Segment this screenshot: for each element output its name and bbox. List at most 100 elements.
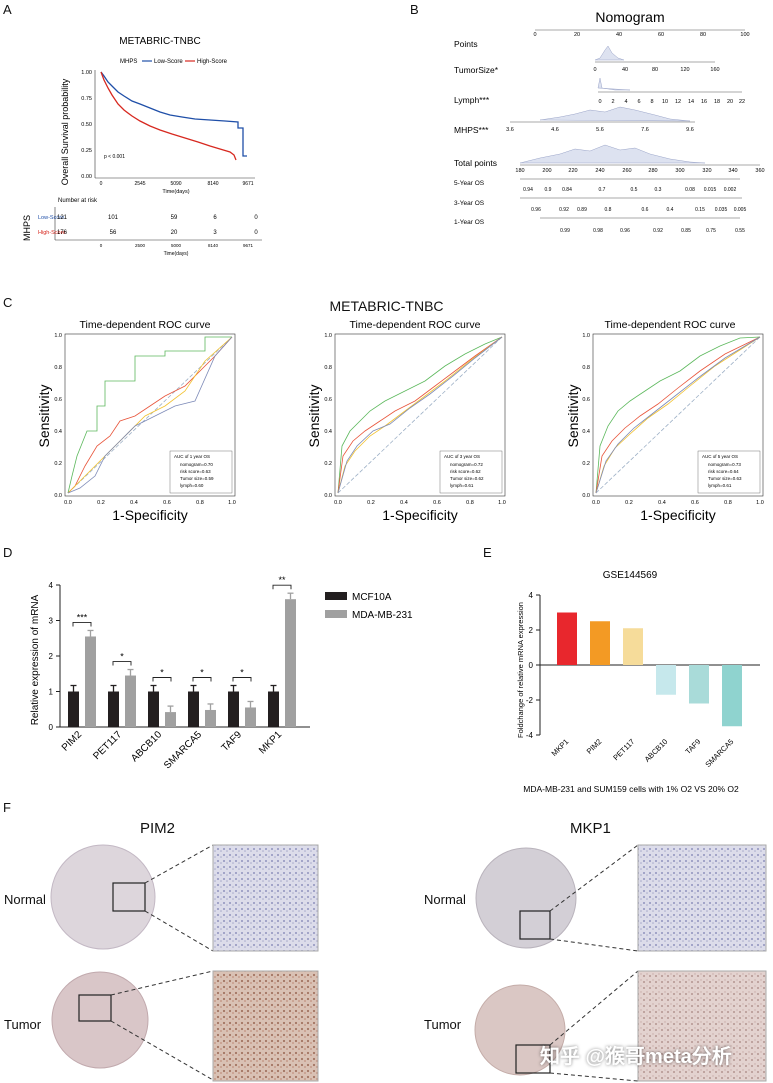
pim2-normal-zoom: [212, 844, 319, 952]
svg-text:8140: 8140: [208, 243, 219, 248]
d-xtick: TAF9: [220, 729, 245, 754]
panel-label-e: E: [483, 545, 492, 560]
f-right-normal-label: Normal: [424, 892, 466, 907]
svg-text:18: 18: [714, 99, 720, 105]
panel-label-c: C: [3, 295, 13, 310]
svg-text:AUC of 3 year OS: AUC of 3 year OS: [444, 454, 480, 459]
svg-text:0: 0: [533, 32, 536, 38]
svg-text:1.0: 1.0: [54, 333, 62, 339]
svg-text:0.8: 0.8: [54, 365, 62, 371]
svg-text:lymph=0.61: lymph=0.61: [450, 483, 474, 488]
svg-text:1-Year OS: 1-Year OS: [454, 219, 485, 226]
svg-text:0.4: 0.4: [54, 429, 62, 435]
panel-a-pvalue: p < 0.001: [104, 154, 125, 160]
svg-text:1.0: 1.0: [228, 500, 236, 506]
bar-abcb10-1: [165, 712, 176, 727]
pim2-tumor-zoom: [212, 970, 319, 1082]
svg-text:0.0: 0.0: [592, 500, 600, 506]
e-bar-pet117: [623, 628, 643, 665]
svg-text:TumorSize*: TumorSize*: [454, 65, 499, 75]
bar-pet117-0: [108, 691, 119, 727]
svg-text:nomogram=0.73: nomogram=0.73: [708, 462, 741, 467]
svg-text:nomogram=0.72: nomogram=0.72: [450, 462, 483, 467]
roc-plot-1: Time-dependent ROC curve Sensitivity 1-S…: [36, 319, 236, 523]
svg-text:0.94: 0.94: [523, 187, 533, 193]
e-xtick: PET117: [611, 737, 636, 762]
d-ytick: 1: [49, 688, 54, 697]
svg-text:lymph=0.61: lymph=0.61: [708, 483, 732, 488]
svg-text:0.0: 0.0: [64, 500, 72, 506]
e-bar-abcb10: [656, 665, 676, 695]
f-right-tumor-label: Tumor: [424, 1017, 462, 1032]
legend-mda: MDA-MB-231: [352, 610, 413, 621]
e-bar-taf9: [689, 665, 709, 704]
svg-text:9671: 9671: [243, 243, 254, 248]
svg-text:300: 300: [675, 168, 684, 174]
risk-title: Number at risk: [58, 198, 98, 204]
a-xtick: 2545: [134, 181, 145, 187]
nomogram-title: Nomogram: [595, 9, 664, 25]
legend-mda-swatch: [325, 610, 347, 618]
svg-text:0.005: 0.005: [734, 207, 747, 213]
sig-bracket: [192, 677, 212, 682]
svg-text:0.4: 0.4: [130, 500, 138, 506]
svg-text:1.0: 1.0: [756, 500, 764, 506]
svg-text:100: 100: [740, 32, 749, 38]
panel-label-a: A: [3, 2, 12, 17]
svg-text:0.6: 0.6: [324, 397, 332, 403]
roc-plot-2: Time-dependent ROC curve Sensitivity 1-S…: [306, 319, 506, 523]
f-left-title: PIM2: [140, 820, 176, 837]
svg-text:0.6: 0.6: [642, 207, 649, 213]
e-xtick: PIM2: [585, 737, 604, 756]
svg-text:0.55: 0.55: [735, 228, 745, 234]
svg-text:0.9: 0.9: [545, 187, 552, 193]
svg-text:101: 101: [108, 215, 119, 221]
legend-mcf10a: MCF10A: [352, 592, 392, 603]
svg-text:Sensitivity: Sensitivity: [565, 384, 581, 447]
svg-text:20: 20: [171, 230, 178, 236]
svg-text:0.2: 0.2: [97, 500, 105, 506]
risk-row-high-label: High-Score: [38, 230, 66, 236]
bar-mkp1-1: [285, 599, 296, 727]
e-ylabel: Foldchange of relative mRNA expression: [516, 602, 525, 738]
svg-text:0.4: 0.4: [582, 429, 590, 435]
panel-label-d: D: [3, 545, 13, 560]
d-xtick: ABCB10: [129, 729, 164, 764]
svg-text:4.6: 4.6: [551, 127, 559, 133]
panel-c-title: METABRIC-TNBC: [329, 298, 444, 314]
svg-text:260: 260: [622, 168, 631, 174]
svg-text:16: 16: [701, 99, 707, 105]
bar-mkp1-0: [268, 691, 279, 727]
svg-text:0.96: 0.96: [531, 207, 541, 213]
d-ytick: 2: [49, 652, 54, 661]
svg-text:1.0: 1.0: [498, 500, 506, 506]
svg-text:5.6: 5.6: [596, 127, 604, 133]
d-xtick: SMARCA5: [162, 729, 204, 771]
svg-text:0.2: 0.2: [582, 461, 590, 467]
svg-text:1-Specificity: 1-Specificity: [640, 507, 715, 523]
svg-text:10: 10: [662, 99, 668, 105]
svg-text:0: 0: [254, 215, 258, 221]
bar-taf9-0: [228, 691, 239, 727]
a-ytick: 0.25: [81, 148, 92, 154]
bar-pet117-1: [125, 675, 136, 727]
svg-text:340: 340: [728, 168, 737, 174]
svg-text:0.4: 0.4: [324, 429, 332, 435]
f-left-normal-label: Normal: [4, 892, 46, 907]
svg-text:lymph=0.60: lymph=0.60: [180, 483, 204, 488]
roc-plot-3: Time-dependent ROC curve Sensitivity 1-S…: [565, 319, 764, 523]
a-ytick: 0.75: [81, 96, 92, 102]
mkp1-tumor-zoom: [637, 970, 767, 1082]
svg-text:Time-dependent ROC curve: Time-dependent ROC curve: [80, 319, 211, 331]
a-xtick: 0: [100, 181, 103, 187]
bar-pim2-0: [68, 691, 79, 727]
d-ylabel: Relative expression of mRNA: [30, 594, 41, 725]
svg-text:0.2: 0.2: [367, 500, 375, 506]
svg-text:0.2: 0.2: [324, 461, 332, 467]
svg-text:0.2: 0.2: [625, 500, 633, 506]
bar-smarca5-1: [205, 709, 216, 727]
e-bar-pim2: [590, 621, 610, 665]
panel-e-chart: GSE144569 Foldchange of relative mRNA ex…: [516, 570, 760, 794]
svg-text:240: 240: [595, 168, 604, 174]
